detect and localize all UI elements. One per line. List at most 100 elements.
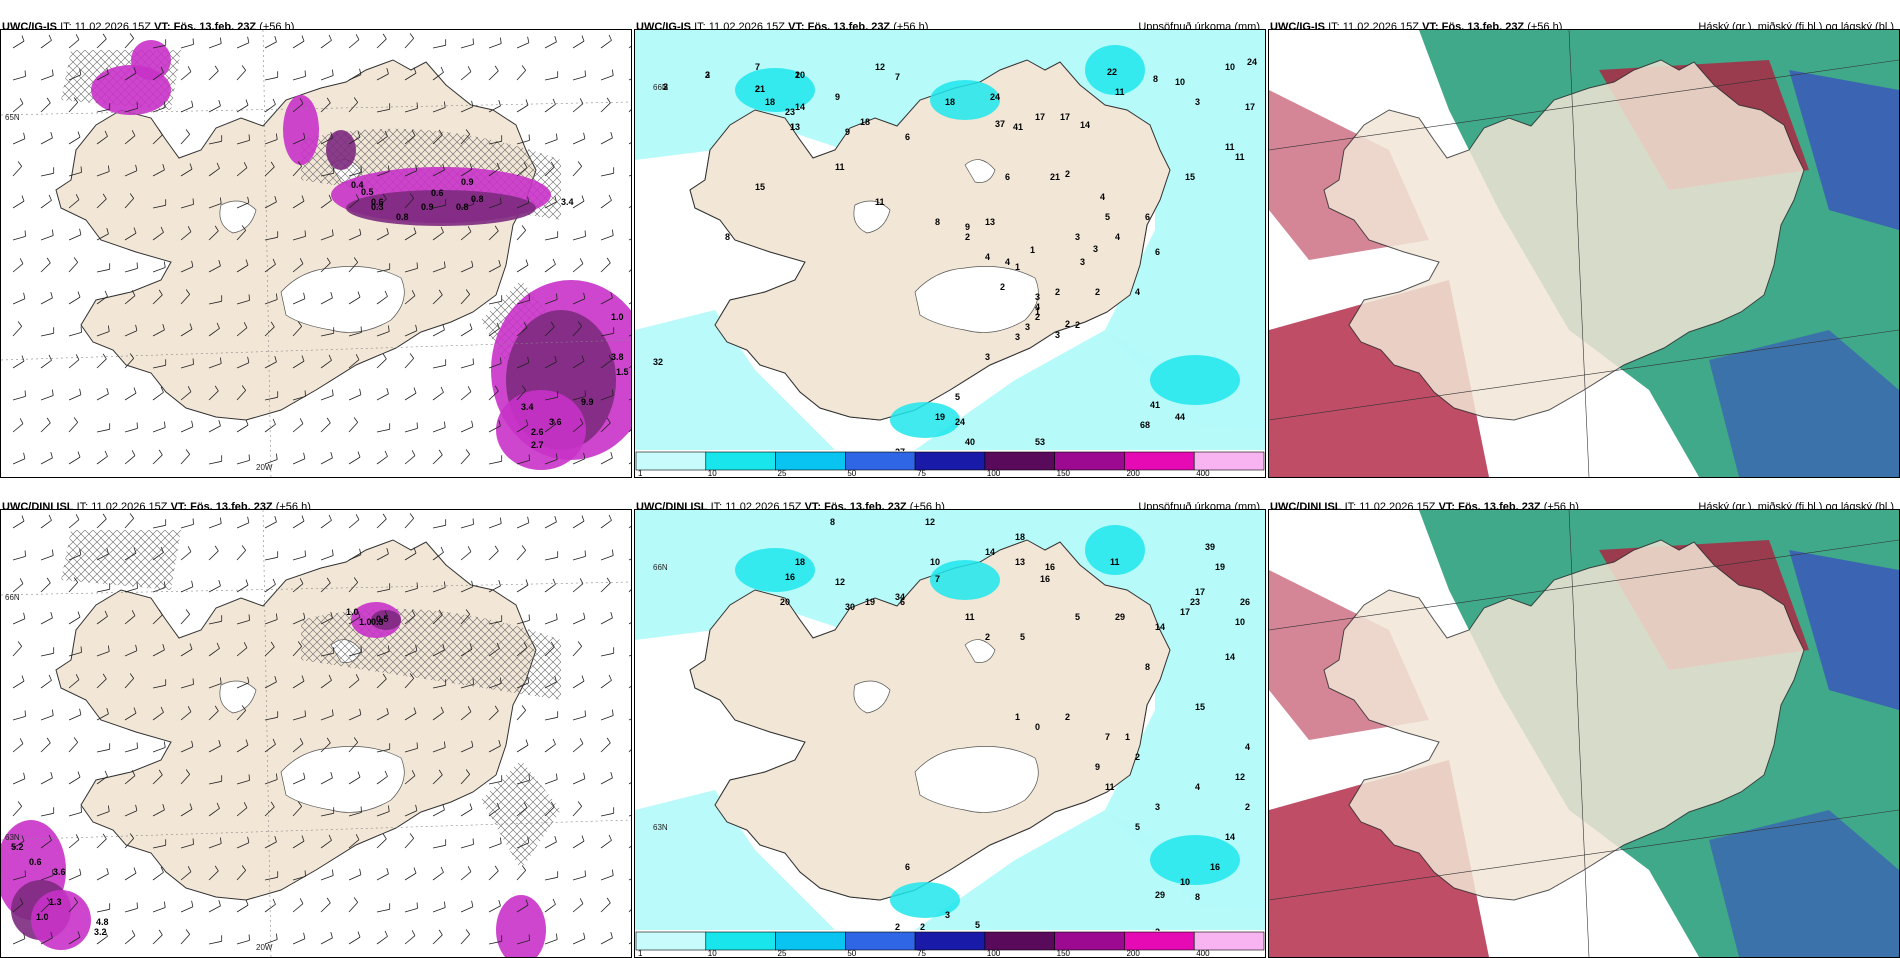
map-value-label: 2 xyxy=(1075,320,1080,330)
map-value-label: 7 xyxy=(755,62,760,72)
colorbar-tick: 1 xyxy=(638,949,643,957)
map-value-label: 0.5 xyxy=(361,187,374,197)
colorbar-swatch xyxy=(1055,452,1125,470)
map-value-label: 3 xyxy=(1035,292,1040,302)
map-value-label: 8 xyxy=(725,232,730,242)
map-value-label: 7 xyxy=(935,574,940,584)
map-value-label: 3.6 xyxy=(549,417,562,427)
map-value-label: 23 xyxy=(785,107,795,117)
map-value-label: 17 xyxy=(1180,607,1190,617)
map-value-label: 0.8 xyxy=(456,202,469,212)
map-value-label: 4 xyxy=(1245,742,1250,752)
map-value-label: 0.6 xyxy=(371,197,384,207)
colorbar-tick: 400 xyxy=(1196,469,1210,477)
map-value-label: 2 xyxy=(895,922,900,932)
grid-label: 20W xyxy=(256,463,273,472)
map-value-label: 0.8 xyxy=(471,194,484,204)
map-value-label: 16 xyxy=(1045,562,1055,572)
map-value-label: 5 xyxy=(975,920,980,930)
colorbar-swatch xyxy=(845,932,915,950)
colorbar-swatch xyxy=(915,932,985,950)
map-value-label: 3 xyxy=(1055,330,1060,340)
map-value-label: 3 xyxy=(1195,97,1200,107)
panel-uwc-ig-is-clouds: UWC/IG-IS IT: 11.02.2026 15Z VT: Fös. 13… xyxy=(1268,14,1900,478)
map-value-label: 15 xyxy=(1195,702,1205,712)
map-value-label: 3 xyxy=(705,70,710,80)
panel-uwc-ig-is-wind: UWC/IG-IS IT: 11.02.2026 15Z VT: Fös. 13… xyxy=(0,14,632,478)
colorbar-swatch xyxy=(985,452,1055,470)
map-value-label: 0.9 xyxy=(461,177,474,187)
map-value-label: 7 xyxy=(895,72,900,82)
map-value-label: 37 xyxy=(995,119,1005,129)
map-value-label: 16 xyxy=(1040,574,1050,584)
map-value-label: 4.8 xyxy=(96,917,109,927)
map-value-label: 1 xyxy=(1015,262,1020,272)
colorbar-swatch xyxy=(776,452,846,470)
map-value-label: 1 xyxy=(1015,712,1020,722)
map-value-label: 8 xyxy=(1145,662,1150,672)
colorbar-tick: 150 xyxy=(1057,949,1071,957)
map-value-label: 41 xyxy=(1150,400,1160,410)
map-value-label: 3 xyxy=(1075,232,1080,242)
map-value-label: 3 xyxy=(1080,257,1085,267)
map-value-label: 1.0 xyxy=(359,617,372,627)
cloud-cover-map xyxy=(1268,29,1900,478)
colorbar-tick: 25 xyxy=(778,949,787,957)
map-value-label: 6 xyxy=(905,862,910,872)
map-value-label: 0 xyxy=(1035,722,1040,732)
colorbar-swatch xyxy=(1124,452,1194,470)
colorbar-tick: 150 xyxy=(1057,469,1071,477)
map-value-label: 8 xyxy=(935,217,940,227)
colorbar-swatch xyxy=(845,452,915,470)
colorbar-swatch xyxy=(776,932,846,950)
map-value-label: 1 xyxy=(1030,245,1035,255)
map-value-label: 6 xyxy=(1155,247,1160,257)
colorbar-tick: 1 xyxy=(638,469,643,477)
map-value-label: 32 xyxy=(653,357,663,367)
map-value-label: 24 xyxy=(990,92,1000,102)
map-value-label: 19 xyxy=(935,412,945,422)
map-value-label: 4 xyxy=(985,252,990,262)
grid-label: 20W xyxy=(256,943,273,952)
map-value-label: 20 xyxy=(780,597,790,607)
colorbar-swatch xyxy=(636,932,706,950)
map-value-label: 3.4 xyxy=(521,402,534,412)
colorbar-tick: 50 xyxy=(847,469,856,477)
map-value-label: 7 xyxy=(1105,732,1110,742)
map-value-label: 15 xyxy=(1185,172,1195,182)
map-value-label: 18 xyxy=(765,97,775,107)
map-value-label: 2.6 xyxy=(531,427,544,437)
colorbar-tick: 25 xyxy=(778,469,787,477)
map-value-label: 2 xyxy=(1065,169,1070,179)
map-value-label: 3.2 xyxy=(94,927,107,937)
map-value-label: 8 xyxy=(830,517,835,527)
map-value-label: 1 xyxy=(1125,732,1130,742)
map-value-label: 11 xyxy=(1110,557,1120,567)
map-value-label: 3.4 xyxy=(561,197,574,207)
map-value-label: 4 xyxy=(1100,192,1105,202)
grid-label: 66N xyxy=(653,83,668,92)
map-value-label: 3.6 xyxy=(53,867,66,877)
colorbar-swatch xyxy=(706,932,776,950)
map-value-label: 4 xyxy=(1195,782,1200,792)
map-value-label: 1.0 xyxy=(36,912,49,922)
map-value-label: 11 xyxy=(1235,152,1245,162)
map-value-label: 11 xyxy=(1115,87,1125,97)
map-value-label: 17 xyxy=(1245,102,1255,112)
map-value-label: 16 xyxy=(785,572,795,582)
map-value-label: 39 xyxy=(1205,542,1215,552)
map-value-label: 2 xyxy=(920,922,925,932)
map-value-label: 10 xyxy=(1235,617,1245,627)
map-value-label: 40 xyxy=(965,437,975,447)
colorbar-tick: 400 xyxy=(1196,949,1210,957)
colorbar-tick: 75 xyxy=(917,469,926,477)
grid-label: 65N xyxy=(5,113,20,122)
map-value-label: 2 xyxy=(755,84,760,94)
map-value-label: 6 xyxy=(905,132,910,142)
map-value-label: 12 xyxy=(835,577,845,587)
colorbar-tick: 10 xyxy=(708,949,717,957)
